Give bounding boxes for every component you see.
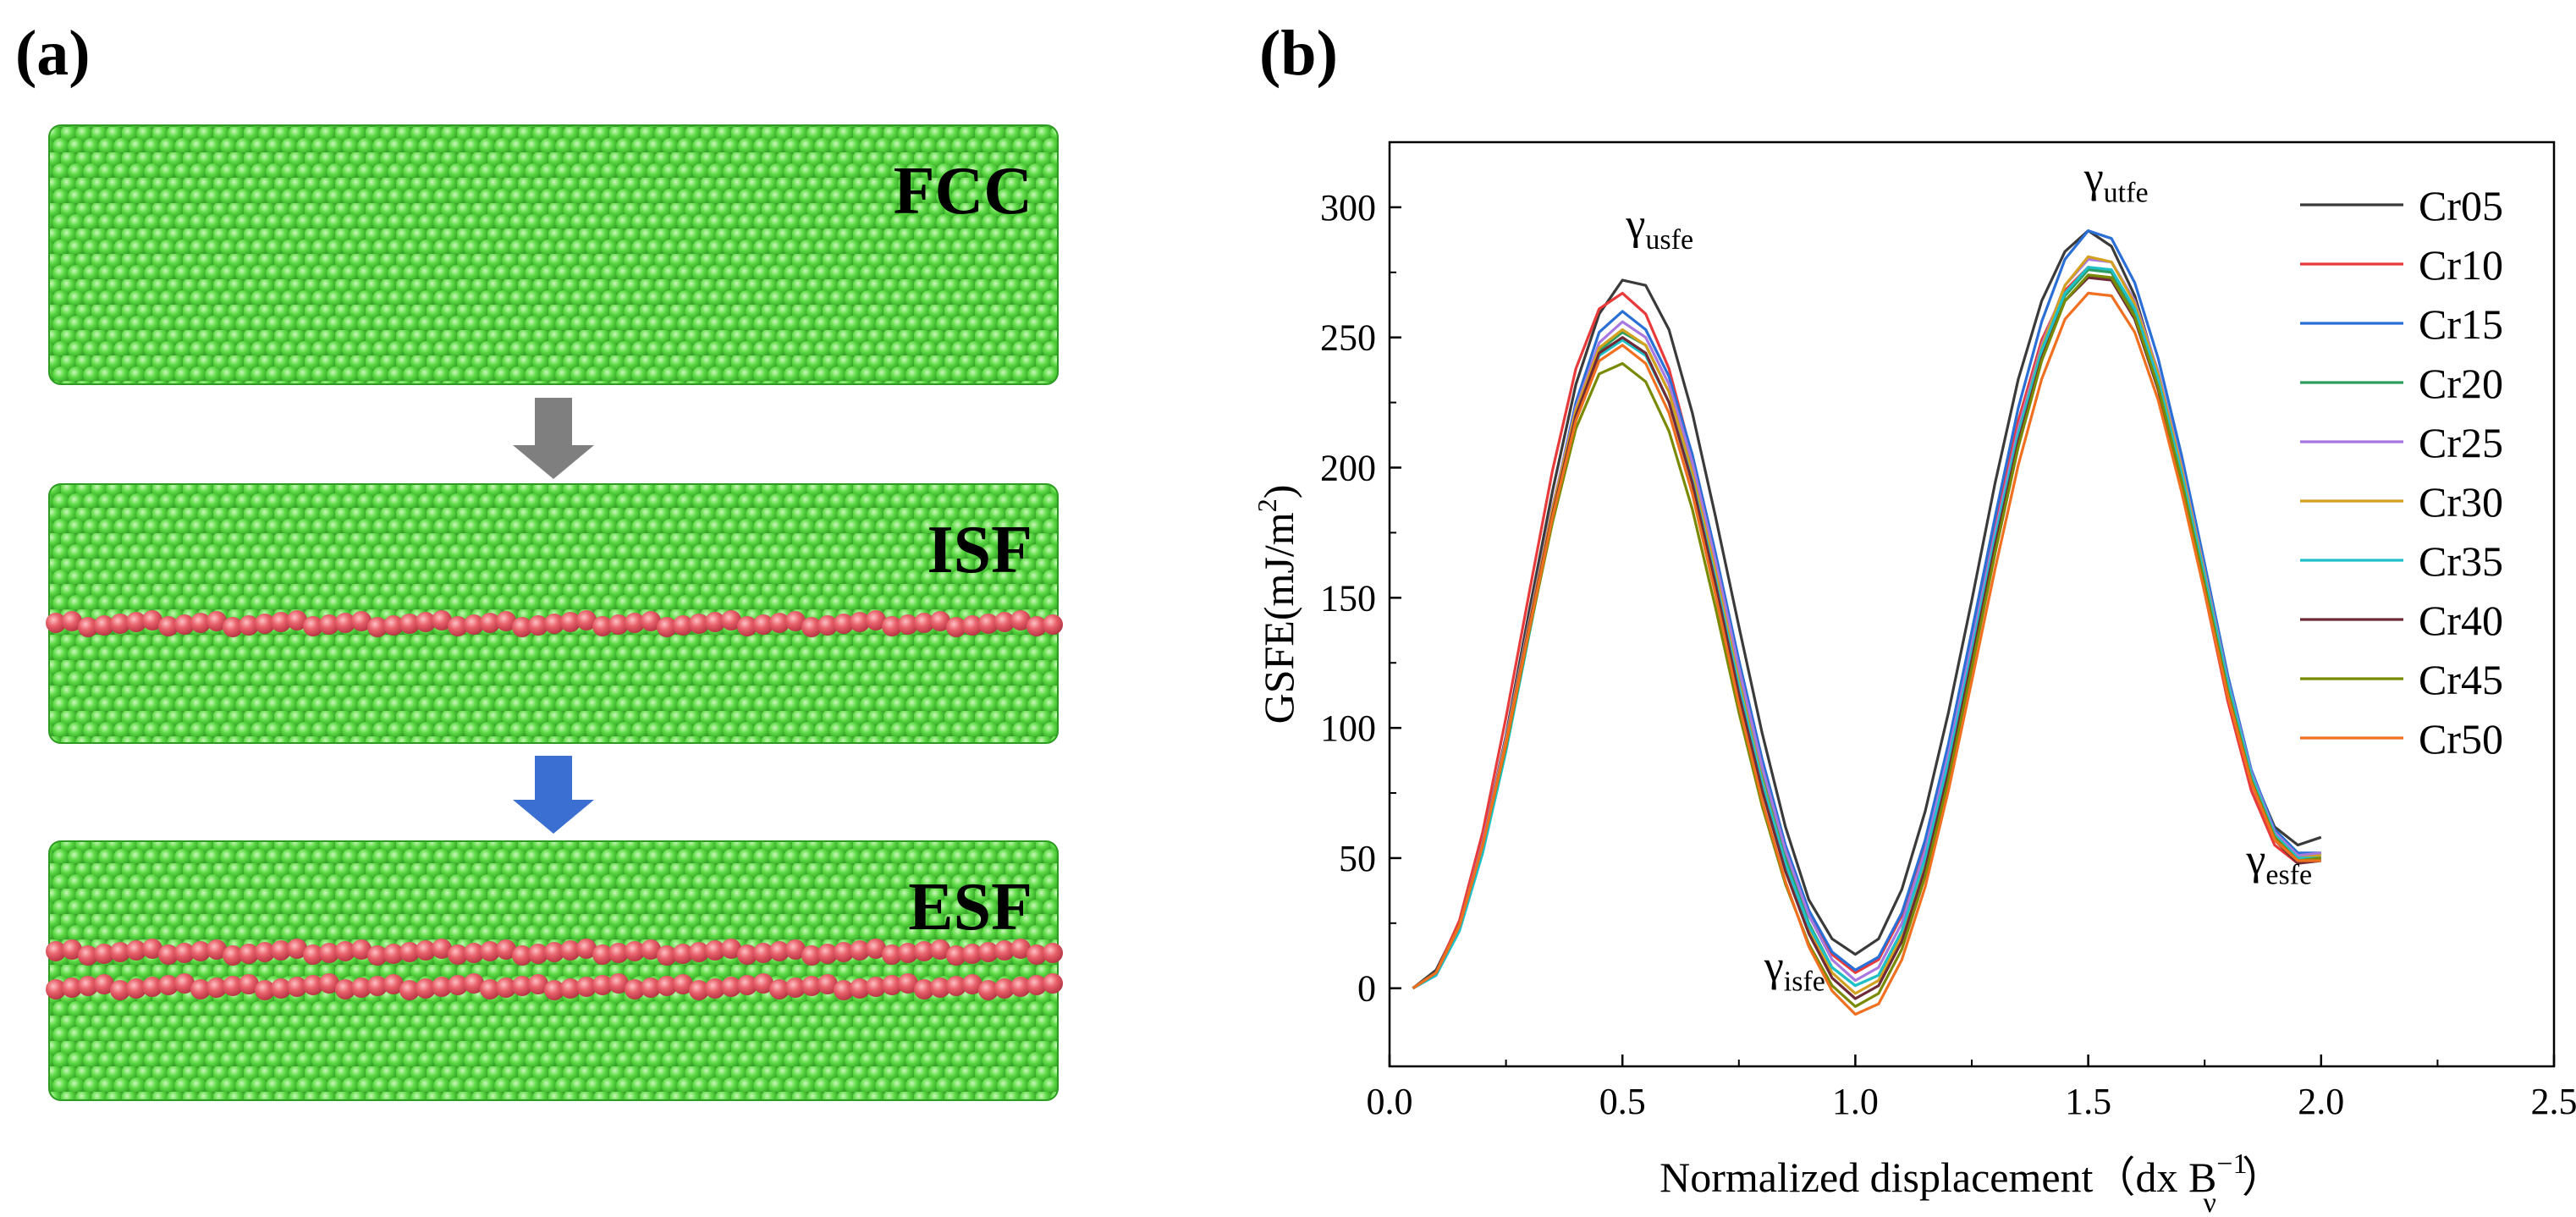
legend-item-cr35: Cr35 xyxy=(2300,537,2503,585)
legend-label: Cr25 xyxy=(2419,419,2503,466)
stacking-fault-row xyxy=(46,973,1063,1000)
legend-label: Cr50 xyxy=(2419,715,2503,763)
series-line-cr10 xyxy=(1412,266,2322,990)
legend-item-cr15: Cr15 xyxy=(2300,300,2503,348)
series-line-cr05 xyxy=(1412,229,2322,989)
x-axis-label-close: ） xyxy=(2242,1154,2284,1201)
gsfe-chart: 0.0 0.5 1.0 1.5 2.0 2.5050100150200250300Norm… xyxy=(1252,140,2576,1217)
y-axis-label-sup: 2 xyxy=(1252,498,1282,512)
x-tick-label: 0.5 xyxy=(1599,1081,1646,1122)
y-tick-label: 300 xyxy=(1320,187,1376,229)
panel-b-label: (b) xyxy=(1259,18,1338,89)
transition-arrow-1 xyxy=(513,398,594,479)
stacking-fault-row xyxy=(46,610,1063,637)
y-tick-label: 0 xyxy=(1357,968,1376,1010)
slab-esf: ESF xyxy=(46,840,1063,1101)
y-axis-label-close: ) xyxy=(1255,485,1302,499)
legend-label: Cr10 xyxy=(2419,241,2503,289)
legend-label: Cr05 xyxy=(2419,182,2503,229)
slab-fcc: FCC xyxy=(48,124,1059,385)
legend-item-cr20: Cr20 xyxy=(2300,360,2503,407)
y-tick-label: 150 xyxy=(1320,577,1376,619)
legend-label: Cr15 xyxy=(2419,300,2503,348)
slab-label: ESF xyxy=(908,870,1032,944)
legend-item-cr45: Cr45 xyxy=(2300,656,2503,703)
x-tick-label: 2.0 xyxy=(2298,1081,2344,1122)
transition-arrow-2 xyxy=(513,756,594,834)
slab-body xyxy=(48,840,1059,1101)
legend-label: Cr20 xyxy=(2419,360,2503,407)
legend-item-cr50: Cr50 xyxy=(2300,715,2503,763)
legend-item-cr10: Cr10 xyxy=(2300,241,2503,289)
legend-item-cr25: Cr25 xyxy=(2300,419,2503,466)
series-line-cr50 xyxy=(1412,291,2321,1016)
slab-body xyxy=(48,124,1059,385)
series-line-cr35 xyxy=(1412,266,2321,990)
series-line-cr45 xyxy=(1412,273,2321,1008)
annotation-gamma-isfe: γisfe xyxy=(1764,942,1825,997)
series-line-cr15 xyxy=(1412,229,2321,990)
series-line-cr25 xyxy=(1412,257,2321,990)
legend-item-cr40: Cr40 xyxy=(2300,597,2503,644)
slab-isf: ISF xyxy=(46,483,1063,744)
series-line-cr40 xyxy=(1412,276,2321,1000)
x-axis-label-sub: ν xyxy=(2203,1187,2215,1217)
x-tick-label: 1.0 xyxy=(1832,1081,1879,1122)
legend: Cr05 Cr10 Cr15 Cr20 Cr25 Cr30 Cr35 Cr40 Cr45 Cr50 xyxy=(2300,182,2503,763)
x-tick-label: 0.0 xyxy=(1367,1081,1413,1122)
slab-label: FCC xyxy=(894,154,1032,229)
annotation-gamma-usfe: γusfe xyxy=(1625,201,1693,256)
legend-label: Cr35 xyxy=(2419,537,2503,585)
series-lines xyxy=(1412,229,2322,1016)
legend-label: Cr40 xyxy=(2419,597,2503,644)
series-line-cr30 xyxy=(1412,255,2321,995)
atomic-slabs: FCC ISF ESF xyxy=(46,124,1063,1101)
legend-item-cr05: Cr05 xyxy=(2300,182,2503,229)
y-tick-label: 100 xyxy=(1320,708,1376,749)
panel-a-label: (a) xyxy=(15,18,91,89)
annotation-gamma-utfe: γutfe xyxy=(2083,153,2149,208)
y-tick-label: 200 xyxy=(1320,448,1376,489)
x-tick-label: 1.5 xyxy=(2065,1081,2111,1122)
y-axis-label: GSFE(mJ/m2) xyxy=(1252,485,1302,724)
x-axis-label: Normalized displacement（dx B−1 ν） xyxy=(1660,1148,2284,1217)
stacking-fault-row xyxy=(46,939,1063,966)
legend-label: Cr45 xyxy=(2419,656,2503,703)
x-tick-label: 2.5 xyxy=(2531,1081,2576,1122)
legend-item-cr30: Cr30 xyxy=(2300,478,2503,526)
legend-label: Cr30 xyxy=(2419,478,2503,526)
y-tick-label: 250 xyxy=(1320,317,1376,359)
series-line-cr20 xyxy=(1412,268,2321,990)
y-tick-label: 50 xyxy=(1339,838,1376,879)
x-axis-label-sup: −1 xyxy=(2216,1148,2247,1180)
slab-body xyxy=(48,483,1059,744)
slab-label: ISF xyxy=(927,513,1033,587)
